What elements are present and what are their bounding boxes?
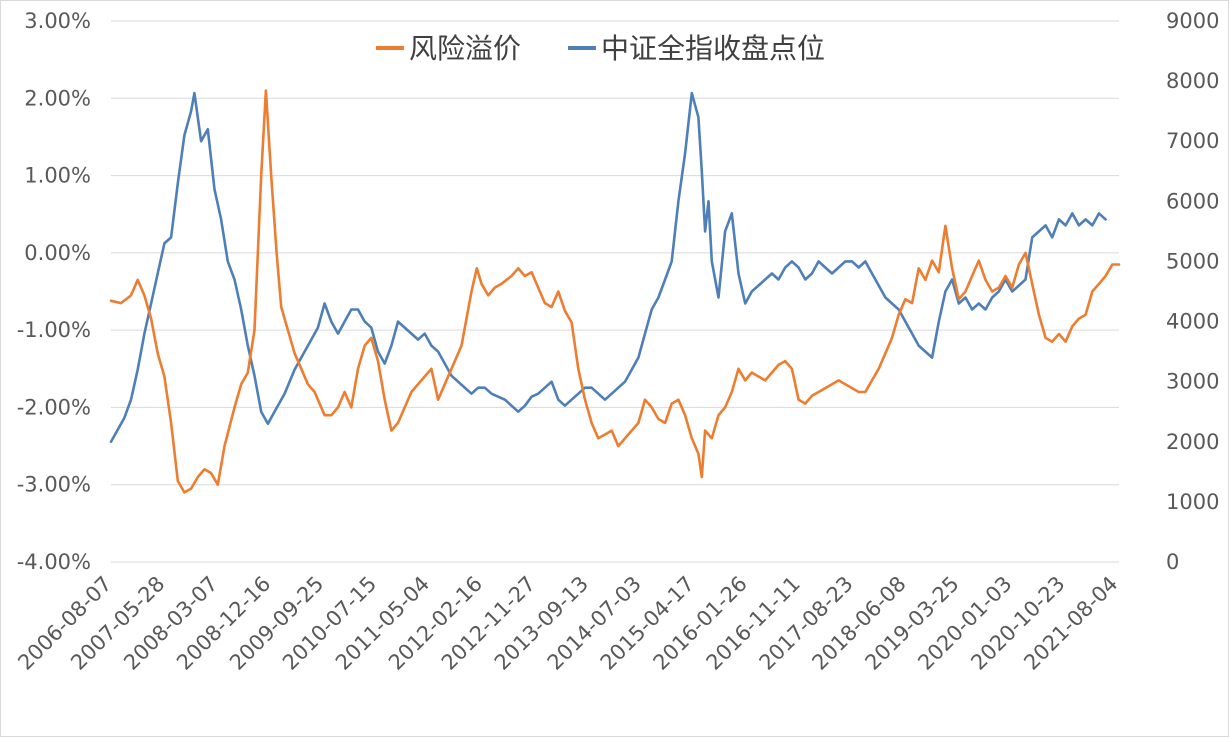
- series-line-risk-premium: [111, 91, 1119, 493]
- y-tick-label-right: 5000: [1166, 249, 1219, 273]
- y-tick-label-left: 0.00%: [24, 241, 91, 265]
- y-tick-label-right: 9000: [1166, 9, 1219, 33]
- legend-label-csi-all-share-close: 中证全指收盘点位: [601, 32, 825, 65]
- y-tick-label-right: 3000: [1166, 370, 1219, 394]
- y-tick-label-right: 7000: [1166, 129, 1219, 153]
- y-tick-label-left: -3.00%: [17, 473, 91, 497]
- legend: 风险溢价 中证全指收盘点位: [376, 32, 825, 65]
- legend-label-risk-premium: 风险溢价: [409, 32, 521, 65]
- y-tick-label-right: 6000: [1166, 189, 1219, 213]
- series-line-csi-all-share-close: [111, 93, 1106, 442]
- y-tick-label-right: 1000: [1166, 490, 1219, 514]
- legend-item-risk-premium: 风险溢价: [376, 32, 521, 65]
- series-lines: [111, 91, 1119, 493]
- y-tick-label-left: 1.00%: [24, 164, 91, 188]
- y-tick-label-left: 3.00%: [24, 9, 91, 33]
- y-tick-label-right: 8000: [1166, 69, 1219, 93]
- gridlines: [111, 21, 1119, 562]
- y-tick-label-right: 0: [1166, 550, 1179, 574]
- y-tick-label-right: 2000: [1166, 430, 1219, 454]
- y-tick-label-left: -1.00%: [17, 318, 91, 342]
- y-axis-right: 9000 8000 7000 6000 5000 4000 3000 2000 1000 0: [1166, 9, 1219, 574]
- y-axis-left: 3.00% 2.00% 1.00% 0.00% -1.00% -2.00% -3.00% -4…: [17, 9, 91, 574]
- x-axis: 2006-08-072007-05-282008-03-072008-12-16…: [13, 572, 1122, 675]
- y-tick-label-left: 2.00%: [24, 86, 91, 110]
- y-tick-label-right: 4000: [1166, 310, 1219, 334]
- y-tick-label-left: -2.00%: [17, 395, 91, 419]
- legend-item-csi-all-share-close: 中证全指收盘点位: [568, 32, 825, 65]
- y-tick-label-left: -4.00%: [17, 550, 91, 574]
